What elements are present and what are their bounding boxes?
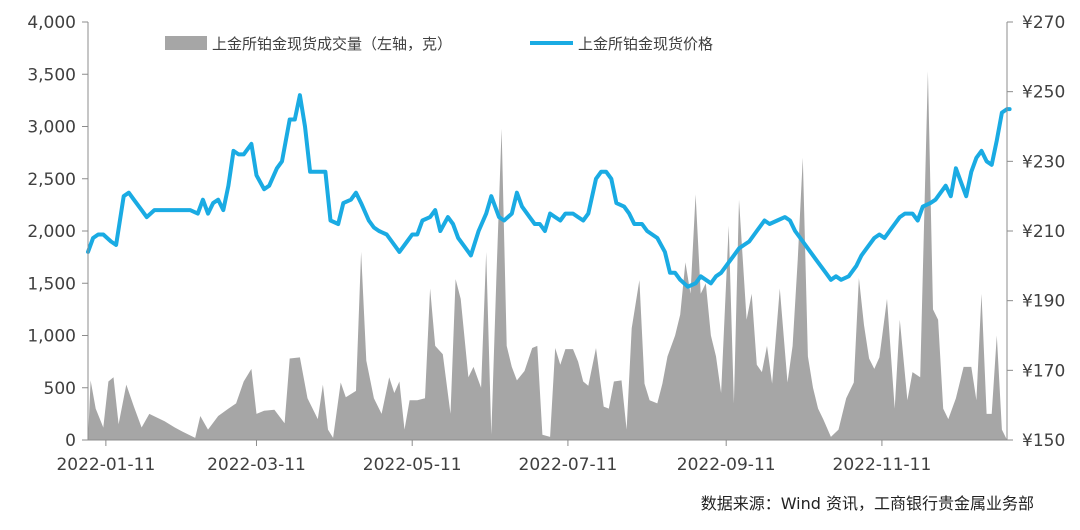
x-tick-label: 2022-01-11 (56, 455, 155, 475)
left-y-axis: 0 500 1,000 1,500 2,000 2,500 3,000 3,500 4,000 (27, 13, 89, 451)
x-tick-label: 2022-05-11 (363, 455, 462, 475)
left-tick-label: 3,000 (27, 118, 76, 138)
legend-label-volume: 上金所铂金现货成交量（左轴，克） (212, 35, 452, 53)
right-tick-label: ¥270 (1022, 13, 1065, 33)
left-tick-label: 0 (65, 431, 76, 451)
x-axis: 2022-01-11 2022-03-11 2022-05-11 2022-07-11… (56, 439, 1007, 475)
right-y-axis: ¥150 ¥170 ¥190 ¥210 ¥230 ¥250 ¥270 (1006, 13, 1065, 451)
left-tick-label: 2,500 (27, 170, 76, 190)
left-tick-label: 500 (44, 379, 76, 399)
x-tick-label: 2022-11-11 (833, 455, 932, 475)
left-tick-label: 1,500 (27, 274, 76, 294)
legend: 上金所铂金现货成交量（左轴，克） 上金所铂金现货价格 (165, 35, 713, 53)
volume-area (88, 71, 1007, 440)
legend-swatch-volume (165, 36, 207, 50)
right-tick-label: ¥170 (1022, 361, 1065, 381)
left-tick-label: 1,000 (27, 327, 76, 347)
left-tick-label: 2,000 (27, 222, 76, 242)
x-tick-label: 2022-09-11 (677, 455, 776, 475)
price-line-layer (86, 93, 1012, 289)
left-tick-label: 4,000 (27, 13, 76, 33)
right-tick-label: ¥210 (1022, 222, 1065, 242)
price-line (86, 93, 1012, 289)
legend-label-price: 上金所铂金现货价格 (578, 35, 713, 53)
right-tick-label: ¥190 (1022, 292, 1065, 312)
right-tick-label: ¥250 (1022, 83, 1065, 103)
volume-area-layer (88, 71, 1007, 440)
right-tick-label: ¥150 (1022, 431, 1065, 451)
source-note: 数据来源：Wind 资讯，工商银行贵金属业务部 (700, 494, 1034, 513)
left-tick-label: 3,500 (27, 65, 76, 85)
right-tick-label: ¥230 (1022, 152, 1065, 172)
x-tick-label: 2022-03-11 (207, 455, 306, 475)
x-tick-label: 2022-07-11 (519, 455, 618, 475)
